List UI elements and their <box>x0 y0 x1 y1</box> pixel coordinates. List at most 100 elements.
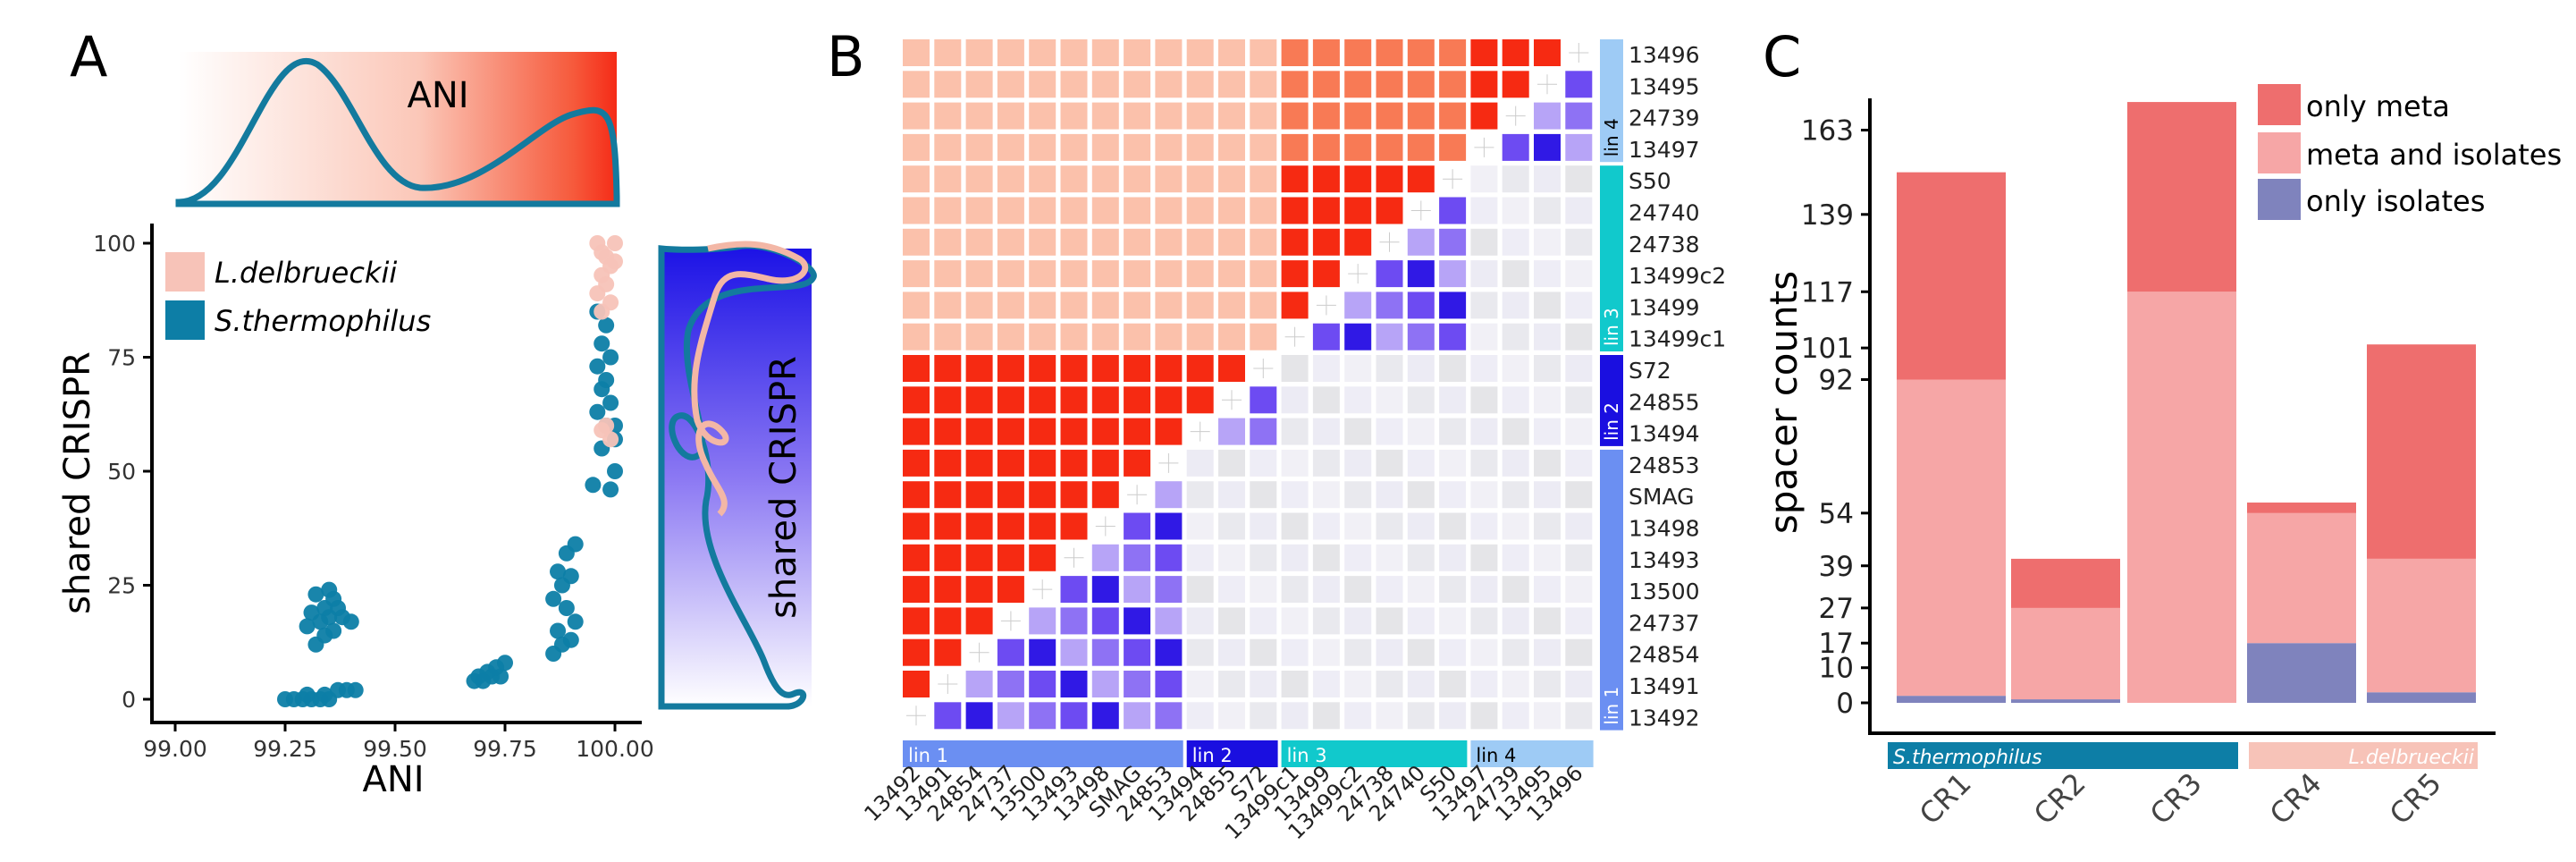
heatmap-ani-cell <box>1186 386 1214 414</box>
heatmap-crispr-cell <box>1470 386 1498 414</box>
bar-segment-meta-and-isolates <box>2011 607 2120 700</box>
heatmap-ani-cell <box>1124 102 1151 130</box>
heatmap-crispr-cell <box>1186 576 1214 604</box>
heatmap-row-label: 24855 <box>1629 389 1700 415</box>
heatmap-crispr-cell <box>1376 292 1403 319</box>
heatmap-crispr-cell <box>1439 228 1467 256</box>
heatmap-ani-cell <box>1155 102 1183 130</box>
heatmap-crispr-cell <box>1439 702 1467 730</box>
heatmap-crispr-cell <box>1470 355 1498 382</box>
heatmap-ani-cell <box>1029 133 1056 161</box>
scatter-legend: L.delbrueckii S.thermophilus <box>165 252 431 340</box>
sthermophilus-point <box>321 581 338 598</box>
bar-segment-only-isolates <box>2247 643 2356 703</box>
legend-label-sthermophilus: S.thermophilus <box>215 304 431 338</box>
legend-swatch-meta-and-isolates <box>2258 132 2301 173</box>
heatmap-ani-cell <box>1218 260 1245 288</box>
heatmap-crispr-cell <box>1218 576 1245 604</box>
heatmap-crispr-cell <box>1565 102 1593 130</box>
heatmap-crispr-cell <box>1124 702 1151 730</box>
heatmap-row-label: 13494 <box>1629 421 1700 447</box>
heatmap-ani-cell <box>934 576 962 604</box>
heatmap-crispr-cell <box>1281 702 1309 730</box>
heatmap-crispr-cell <box>1312 638 1340 666</box>
heatmap-crispr-cell <box>1155 544 1183 571</box>
heatmap-ani-cell <box>1124 71 1151 98</box>
heatmap-ani-cell <box>1250 197 1277 224</box>
heatmap-crispr-cell <box>1439 386 1467 414</box>
heatmap-ani-cell <box>1281 39 1309 66</box>
lineage-label-right: lin 1 <box>1601 687 1622 725</box>
heatmap-crispr-cell <box>1250 386 1277 414</box>
heatmap-ani-cell <box>1218 71 1245 98</box>
heatmap-ani-cell <box>1344 165 1372 193</box>
heatmap-crispr-cell <box>1407 638 1435 666</box>
heatmap-ani-cell <box>1124 355 1151 382</box>
heatmap-ani-cell <box>1344 71 1372 98</box>
heatmap-ani-cell <box>1470 39 1498 66</box>
heatmap-crispr-cell <box>1344 671 1372 697</box>
heatmap-ani-cell <box>1060 39 1088 66</box>
heatmap-ani-cell <box>1155 418 1183 445</box>
heatmap-crispr-cell <box>1565 292 1593 319</box>
heatmap-ani-cell <box>1186 292 1214 319</box>
legend-label-only-isolates: only isolates <box>2306 184 2485 218</box>
sthermophilus-point <box>602 394 619 411</box>
heatmap-ani-cell <box>1091 260 1119 288</box>
panel-b-letter: B <box>827 24 865 89</box>
heatmap-crispr-cell <box>1281 638 1309 666</box>
heatmap-ani-cell <box>1029 355 1056 382</box>
heatmap-crispr-cell <box>1407 671 1435 697</box>
heatmap-crispr-cell <box>1029 702 1056 730</box>
heatmap-crispr-cell <box>1281 355 1309 382</box>
heatmap-crispr-cell <box>1312 449 1340 477</box>
bar-category-label: CR4 <box>2263 766 2328 832</box>
heatmap-ani-cell <box>997 355 1024 382</box>
heatmap-ani-cell <box>934 544 962 571</box>
heatmap-ani-cell <box>1124 165 1151 193</box>
heatmap-crispr-cell <box>1502 323 1529 351</box>
scatter-ticks: 99.00 99.25 99.50 99.75 100.00 0 25 50 75 100 <box>93 231 653 762</box>
heatmap-ani-cell <box>1250 165 1277 193</box>
ldelbrueckii-point <box>589 285 606 302</box>
heatmap-ani-cell <box>1029 260 1056 288</box>
heatmap-crispr-cell <box>1250 544 1277 571</box>
heatmap-crispr-cell <box>1186 607 1214 635</box>
heatmap-crispr-cell <box>1155 607 1183 635</box>
lineage-label-bottom: lin 2 <box>1192 745 1233 766</box>
heatmap-ani-cell <box>1029 39 1056 66</box>
species-label-sthermophilus: S.thermophilus <box>1893 747 2042 769</box>
heatmap-ani-cell <box>903 671 930 697</box>
heatmap-row-label: 13500 <box>1629 579 1700 604</box>
heatmap-ani-cell <box>934 449 962 477</box>
heatmap-ani-cell <box>1439 71 1467 98</box>
heatmap-crispr-cell <box>1060 702 1088 730</box>
heatmap-ani-cell <box>1124 418 1151 445</box>
heatmap-ani-cell <box>1029 386 1056 414</box>
heatmap-crispr-cell <box>1534 702 1561 730</box>
heatmap-crispr-cell <box>1470 418 1498 445</box>
sthermophilus-point <box>598 372 615 388</box>
bar-segment-only-isolates <box>1897 696 2006 703</box>
heatmap-ani-cell <box>1091 197 1119 224</box>
bar-legend: only meta meta and isolates only isolate… <box>2258 84 2562 220</box>
heatmap-crispr-cell <box>1565 260 1593 288</box>
heatmap-ani-cell <box>1060 355 1088 382</box>
heatmap-ani-cell <box>1060 165 1088 193</box>
heatmap-crispr-cell <box>1281 481 1309 509</box>
lineage-label-right: lin 4 <box>1601 118 1622 156</box>
heatmap-crispr-cell <box>1281 449 1309 477</box>
heatmap-crispr-cell <box>1376 544 1403 571</box>
heatmap-ani-cell <box>1029 228 1056 256</box>
heatmap-ani-cell <box>903 512 930 540</box>
sthermophilus-point <box>299 618 316 635</box>
heatmap-ani-cell <box>903 102 930 130</box>
heatmap-crispr-cell <box>1565 323 1593 351</box>
heatmap-row-label: 13492 <box>1629 705 1700 731</box>
heatmap-ani-cell <box>1186 323 1214 351</box>
heatmap-crispr-cell <box>1534 607 1561 635</box>
heatmap-ani-cell <box>1376 133 1403 161</box>
heatmap-crispr-cell <box>1565 671 1593 697</box>
